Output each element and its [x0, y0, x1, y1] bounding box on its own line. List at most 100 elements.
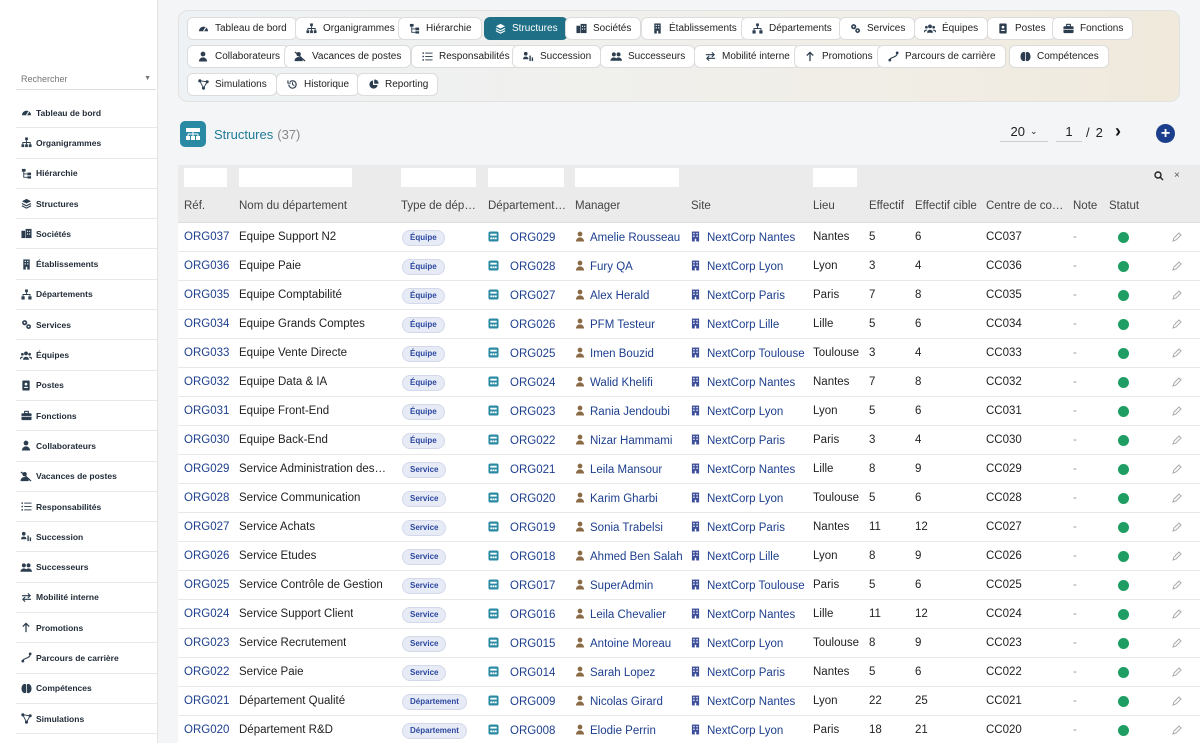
ref-link[interactable]: ORG031: [184, 405, 230, 417]
ref-link[interactable]: ORG027: [184, 521, 230, 533]
edit-icon[interactable]: [1172, 232, 1182, 245]
edit-icon[interactable]: [1172, 609, 1182, 622]
edit-icon[interactable]: [1172, 696, 1182, 709]
column-header-9[interactable]: Centre de co…: [986, 200, 1064, 212]
ref-link[interactable]: ORG030: [184, 434, 230, 446]
table-row[interactable]: ORG032 Équipe Data & IA Équipe ORG024 Walid …: [178, 368, 1200, 397]
manager[interactable]: Ahmed Ben Salah: [575, 550, 683, 564]
manager[interactable]: Rania Jendoubi: [575, 405, 670, 419]
edit-icon[interactable]: [1172, 464, 1182, 477]
edit-icon[interactable]: [1172, 580, 1182, 593]
column-header-0[interactable]: Réf.: [184, 200, 206, 212]
site[interactable]: NextCorp Nantes: [691, 463, 795, 477]
filter-ref[interactable]: [184, 168, 227, 187]
manager[interactable]: Leila Chevalier: [575, 608, 666, 622]
sidebar-item-4[interactable]: Sociétés: [16, 219, 158, 250]
filter-lieu[interactable]: [813, 168, 857, 187]
parent-department[interactable]: ORG027: [488, 289, 555, 303]
nav-pill-17[interactable]: Promotions: [794, 45, 883, 68]
next-page-icon[interactable]: ›: [1115, 121, 1121, 141]
ref-link[interactable]: ORG026: [184, 550, 230, 562]
nav-pill-21[interactable]: Historique: [276, 73, 360, 96]
ref-link[interactable]: ORG023: [184, 637, 230, 649]
nav-pill-20[interactable]: Simulations: [187, 73, 277, 96]
sidebar-item-16[interactable]: Mobilité interne: [16, 583, 158, 614]
parent-department[interactable]: ORG021: [488, 463, 555, 477]
filter-manager[interactable]: [575, 168, 679, 187]
ref-link[interactable]: ORG029: [184, 463, 230, 475]
nav-pill-13[interactable]: Responsabilités: [411, 45, 520, 68]
edit-icon[interactable]: [1172, 290, 1182, 303]
ref-link[interactable]: ORG025: [184, 579, 230, 591]
filter-type[interactable]: [401, 168, 476, 187]
site[interactable]: NextCorp Nantes: [691, 608, 795, 622]
table-row[interactable]: ORG030 Équipe Back-End Équipe ORG022 Nizar H…: [178, 426, 1200, 455]
table-row[interactable]: ORG036 Équipe Paie Équipe ORG028 Fury QA Next…: [178, 252, 1200, 281]
column-header-2[interactable]: Type de départ…: [401, 200, 482, 212]
column-header-11[interactable]: Statut: [1109, 200, 1140, 212]
manager[interactable]: Nizar Hammami: [575, 434, 672, 448]
table-row[interactable]: ORG037 Équipe Support N2 Équipe ORG029 Ameli…: [178, 223, 1200, 252]
sidebar-item-15[interactable]: Successeurs: [16, 552, 158, 583]
edit-icon[interactable]: [1172, 551, 1182, 564]
site[interactable]: NextCorp Nantes: [691, 695, 795, 709]
parent-department[interactable]: ORG016: [488, 608, 555, 622]
column-header-1[interactable]: Nom du département: [239, 200, 348, 212]
sidebar-item-9[interactable]: Postes: [16, 371, 158, 401]
page-size-select[interactable]: 20 ⌄: [1000, 122, 1048, 142]
search-icon[interactable]: [1154, 171, 1164, 184]
ref-link[interactable]: ORG022: [184, 666, 230, 678]
ref-link[interactable]: ORG036: [184, 260, 230, 272]
sidebar-item-14[interactable]: Succession: [16, 522, 158, 553]
nav-pill-19[interactable]: Compétences: [1009, 45, 1109, 68]
table-row[interactable]: ORG026 Service Études Service ORG018 Ahmed B…: [178, 542, 1200, 571]
edit-icon[interactable]: [1172, 435, 1182, 448]
chevron-down-icon[interactable]: ▼: [144, 75, 151, 82]
table-row[interactable]: ORG031 Équipe Front-End Équipe ORG023 Rania …: [178, 397, 1200, 426]
ref-link[interactable]: ORG034: [184, 318, 230, 330]
table-row[interactable]: ORG027 Service Achats Service ORG019 Sonia T…: [178, 513, 1200, 542]
manager[interactable]: Sonia Trabelsi: [575, 521, 663, 535]
sidebar-item-5[interactable]: Établissements: [16, 249, 158, 280]
site[interactable]: NextCorp Lyon: [691, 637, 783, 651]
manager[interactable]: PFM Testeur: [575, 318, 655, 332]
table-row[interactable]: ORG025 Service Contrôle de Gestion Service…: [178, 571, 1200, 600]
table-row[interactable]: ORG028 Service Communication Service ORG020…: [178, 484, 1200, 513]
sidebar-item-13[interactable]: Responsabilités: [16, 492, 158, 523]
nav-pill-4[interactable]: Sociétés: [565, 17, 642, 40]
add-icon[interactable]: +: [1156, 124, 1175, 143]
parent-department[interactable]: ORG015: [488, 637, 555, 651]
site[interactable]: NextCorp Lille: [691, 550, 779, 564]
parent-department[interactable]: ORG008: [488, 724, 555, 738]
nav-pill-7[interactable]: Services: [839, 17, 916, 40]
manager[interactable]: Amelie Rousseau: [575, 231, 680, 245]
nav-pill-6[interactable]: Départements: [741, 17, 842, 40]
nav-pill-3[interactable]: Structures: [484, 17, 568, 40]
sidebar-item-10[interactable]: Fonctions: [16, 401, 158, 432]
ref-link[interactable]: ORG020: [184, 724, 230, 736]
site[interactable]: NextCorp Nantes: [691, 231, 795, 245]
manager[interactable]: Karim Gharbi: [575, 492, 658, 506]
column-header-6[interactable]: Lieu: [813, 200, 835, 212]
site[interactable]: NextCorp Lyon: [691, 405, 783, 419]
table-row[interactable]: ORG034 Équipe Grands Comptes Équipe ORG026 P…: [178, 310, 1200, 339]
table-row[interactable]: ORG020 Département R&D Département ORG008 El…: [178, 716, 1200, 743]
site[interactable]: NextCorp Lyon: [691, 492, 783, 506]
nav-pill-16[interactable]: Mobilité interne: [694, 45, 800, 68]
sidebar-item-1[interactable]: Organigrammes: [16, 128, 158, 159]
clear-filters-icon[interactable]: ×: [1174, 170, 1180, 181]
manager[interactable]: Nicolas Girard: [575, 695, 663, 709]
sidebar-item-20[interactable]: Simulations: [16, 704, 158, 735]
edit-icon[interactable]: [1172, 667, 1182, 680]
edit-icon[interactable]: [1172, 319, 1182, 332]
ref-link[interactable]: ORG037: [184, 231, 230, 243]
parent-department[interactable]: ORG023: [488, 405, 555, 419]
manager[interactable]: Antoine Moreau: [575, 637, 671, 651]
nav-pill-2[interactable]: Hiérarchie: [398, 17, 482, 40]
nav-pill-14[interactable]: Succession: [512, 45, 602, 68]
edit-icon[interactable]: [1172, 377, 1182, 390]
edit-icon[interactable]: [1172, 348, 1182, 361]
manager[interactable]: Leila Mansour: [575, 463, 662, 477]
sidebar-item-7[interactable]: Services: [16, 310, 158, 341]
ref-link[interactable]: ORG035: [184, 289, 230, 301]
